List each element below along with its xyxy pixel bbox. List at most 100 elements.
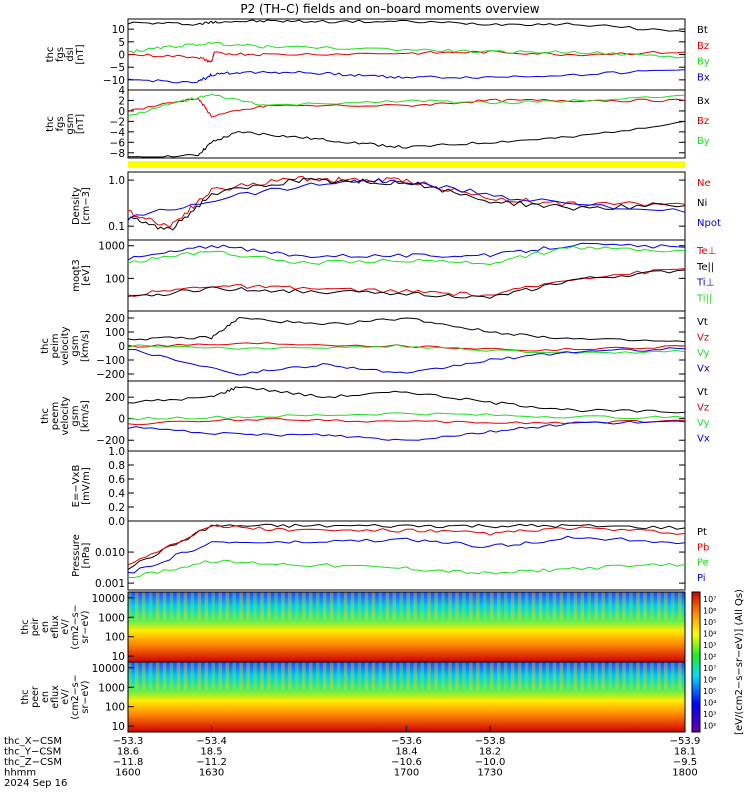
spectrogram-texture xyxy=(594,662,598,690)
spectrogram-texture xyxy=(357,592,362,620)
spectrogram-texture xyxy=(427,662,431,690)
series-line-Bx xyxy=(127,69,686,84)
series-line-Bz xyxy=(127,98,686,118)
spectrogram-texture xyxy=(566,592,571,620)
colorbar-tick-label: 10² xyxy=(703,722,716,731)
y-tick-label: 1000 xyxy=(98,612,125,624)
legend-Pb: Pb xyxy=(697,542,709,553)
spectrogram-texture xyxy=(490,662,494,690)
colorbar-tick-label: 10⁴ xyxy=(703,699,716,708)
spectrogram-texture xyxy=(169,592,174,620)
spectrogram-texture xyxy=(253,662,257,690)
spectrogram-texture xyxy=(552,592,557,620)
spectrogram-texture xyxy=(503,592,508,620)
series-line-Ni xyxy=(127,177,686,231)
panel-frame xyxy=(127,450,686,522)
spectrogram-texture xyxy=(427,592,431,620)
y-tick-label: −8 xyxy=(110,148,125,160)
panel-frame xyxy=(127,171,686,241)
series-line-Vt xyxy=(127,316,686,343)
series-line-Vz xyxy=(127,417,686,426)
y-tick-label: 100 xyxy=(105,327,125,339)
y-axis-label: thc xyxy=(40,408,51,424)
panel-peem-velocity: 200 0 −200 thc peem velocity gsm [km/s] Vt Vz Vy Vx xyxy=(40,380,710,452)
series-line-Npot xyxy=(127,178,686,220)
spectrogram-texture xyxy=(629,662,633,690)
spectrogram-texture xyxy=(260,592,264,620)
x-axis-value: −11.2 xyxy=(196,757,227,768)
y-axis-label: en xyxy=(40,621,51,633)
spectrogram-texture xyxy=(441,662,445,690)
series-line-Pe xyxy=(127,559,686,579)
spectrogram-texture xyxy=(524,662,529,690)
spectrogram-texture xyxy=(281,592,285,620)
spectrogram-texture xyxy=(315,592,320,620)
y-tick-label: 0.0 xyxy=(108,516,125,528)
series-line-Bt xyxy=(127,19,686,33)
spectrogram-texture xyxy=(678,592,682,620)
spectrogram-texture xyxy=(469,662,473,690)
spectrogram-texture xyxy=(176,592,181,620)
spectrogram-texture xyxy=(524,592,529,620)
spectrogram-texture xyxy=(295,662,299,690)
spectrogram-texture xyxy=(552,662,557,690)
spectrogram-texture xyxy=(441,592,445,620)
y-tick-label: −10 xyxy=(103,75,125,87)
y-tick-label: −6 xyxy=(110,137,126,149)
spectrogram-texture xyxy=(239,662,243,690)
spectrogram-texture xyxy=(288,592,292,620)
legend-Bt: Bt xyxy=(697,25,708,36)
spectrogram-texture xyxy=(309,662,313,690)
series-line-Te⊥ xyxy=(127,268,686,298)
x-axis-value: 1600 xyxy=(115,768,140,779)
y-tick-label: 5 xyxy=(118,37,125,49)
spectrogram-texture xyxy=(225,662,229,690)
spectrogram-texture xyxy=(538,592,543,620)
colorbar-tick-label: 10³ xyxy=(703,641,716,650)
spectrogram-texture xyxy=(364,592,369,620)
spectrogram-texture xyxy=(218,662,222,690)
spectrogram-texture xyxy=(399,662,404,690)
y-axis-label: peem xyxy=(50,402,61,430)
x-axis-value: −10.6 xyxy=(391,757,422,768)
spectrogram-texture xyxy=(413,662,417,690)
y-axis-label: [eV] xyxy=(81,265,92,286)
y-axis-label: eV/ xyxy=(60,618,71,634)
spectrogram-texture xyxy=(497,592,501,620)
spectrogram-texture xyxy=(190,592,195,620)
spectrogram-texture xyxy=(281,662,285,690)
spectrogram-texture xyxy=(608,592,612,620)
y-tick-label: −4 xyxy=(110,127,126,139)
spectrogram-texture xyxy=(141,592,146,620)
spectrogram-texture xyxy=(517,592,522,620)
spectrogram-texture xyxy=(329,662,334,690)
spectrogram-texture xyxy=(134,592,139,620)
y-tick-label: −2 xyxy=(110,116,125,128)
y-tick-label: −100 xyxy=(96,355,125,367)
spectrogram-texture xyxy=(406,662,410,690)
series-line-Vx xyxy=(127,347,686,376)
colorbar-tick-label: 10⁴ xyxy=(703,630,716,639)
legend-Pe: Pe xyxy=(697,558,709,569)
spectrogram-texture xyxy=(476,662,480,690)
y-axis-label: velocity xyxy=(60,326,71,365)
spectrogram-texture xyxy=(148,662,153,690)
spectrogram-texture xyxy=(545,662,550,690)
spectrogram-texture xyxy=(615,592,619,620)
y-axis-label: thc xyxy=(45,47,56,63)
panel-frame xyxy=(127,520,686,591)
spectrogram-texture xyxy=(350,592,355,620)
y-axis-label: fgs xyxy=(55,116,66,131)
y-axis-label: peir xyxy=(30,618,41,637)
spectrogram-texture xyxy=(650,662,654,690)
legend-Vx: Vx xyxy=(697,364,710,375)
legend-Vy: Vy xyxy=(697,348,710,359)
spectrogram-image xyxy=(128,592,685,662)
spectrogram-texture xyxy=(650,592,654,620)
y-tick-label: 0.2 xyxy=(108,502,125,514)
x-axis-row-label: thc_Y−CSM xyxy=(4,747,61,758)
series-line-Te|| xyxy=(127,269,686,299)
spectrogram-texture xyxy=(134,662,139,690)
x-axis-value: −53.9 xyxy=(670,736,701,747)
x-axis-row-label: thc_X−CSM xyxy=(4,736,62,747)
